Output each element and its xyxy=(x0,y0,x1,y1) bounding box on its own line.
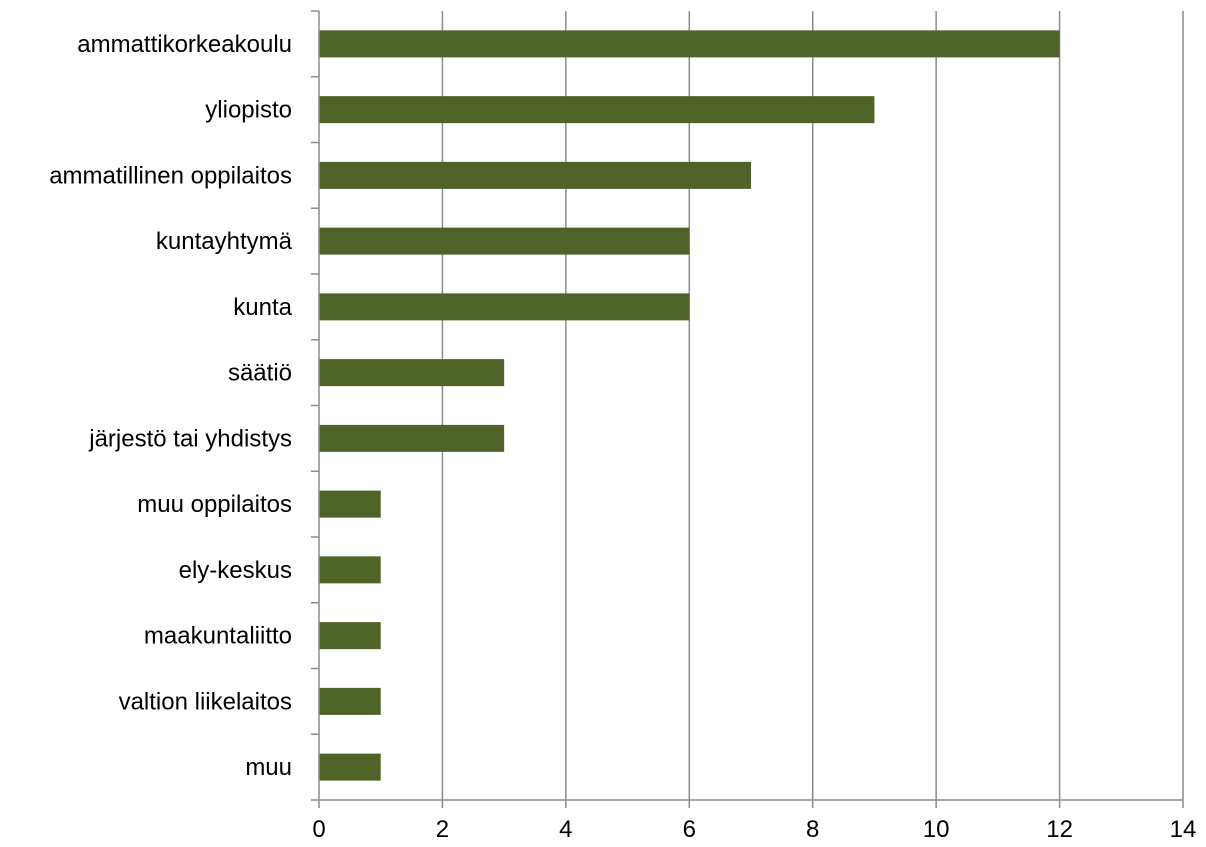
x-tick-label: 6 xyxy=(683,816,696,843)
x-tick-labels: 0 2 4 6 8 10 12 14 xyxy=(312,816,1196,843)
x-tick-label: 2 xyxy=(436,816,449,843)
axes xyxy=(311,10,1184,808)
bar xyxy=(319,227,690,255)
bar xyxy=(319,30,1060,58)
category-label: kuntayhtymä xyxy=(156,228,293,255)
bar xyxy=(319,687,381,715)
category-label: maakuntaliitto xyxy=(144,623,292,650)
bar xyxy=(319,293,690,321)
x-tick-label: 10 xyxy=(923,816,950,843)
x-tick-label: 4 xyxy=(559,816,572,843)
bar xyxy=(319,424,505,452)
category-label: muu oppilaitos xyxy=(137,491,292,518)
category-label: muu xyxy=(245,754,292,781)
bar xyxy=(319,359,505,387)
category-label: järjestö tai yhdistys xyxy=(88,425,292,452)
x-tick-label: 14 xyxy=(1170,816,1197,843)
bar xyxy=(319,556,381,584)
bar xyxy=(319,622,381,650)
category-label: säätiö xyxy=(228,360,292,387)
category-label: ammattikorkeakoulu xyxy=(77,31,292,58)
bar xyxy=(319,96,875,124)
bars xyxy=(319,30,1060,781)
x-tick-label: 0 xyxy=(312,816,325,843)
gridlines xyxy=(441,11,1184,800)
category-label: yliopisto xyxy=(205,97,292,124)
x-tick-label: 8 xyxy=(806,816,819,843)
category-labels: ammattikorkeakoulu yliopisto ammatillinen … xyxy=(49,31,292,781)
category-label: kunta xyxy=(233,294,292,321)
bar xyxy=(319,490,381,518)
bar xyxy=(319,753,381,781)
category-label: ammatillinen oppilaitos xyxy=(49,162,292,189)
category-label: valtion liikelaitos xyxy=(119,688,292,715)
category-label: ely-keskus xyxy=(179,557,292,584)
x-tick-label: 12 xyxy=(1046,816,1073,843)
bar xyxy=(319,161,751,189)
